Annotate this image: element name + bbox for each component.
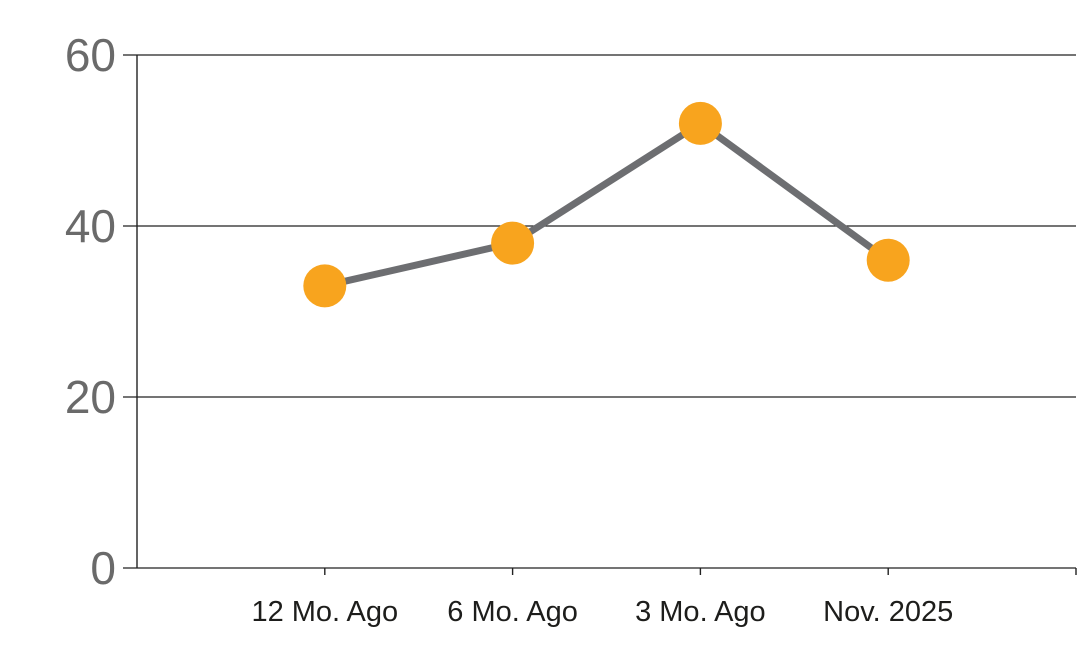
y-tick-label-0: 0 [90,542,116,594]
trend-line [324,119,891,290]
y-tick-label-20: 20 [65,371,116,423]
data-point-2 [678,101,722,145]
data-point-3 [866,238,910,282]
x-tick-label-0: 12 Mo. Ago [251,596,398,628]
y-tick-label-60: 60 [65,29,116,81]
x-tick-label-3: Nov. 2025 [823,596,953,628]
y-tick-label-40: 40 [65,200,116,252]
x-tick-label-1: 6 Mo. Ago [447,596,578,628]
data-point-1 [491,221,535,265]
data-point-0 [303,264,347,308]
gridlines [123,54,1076,569]
x-tick-label-2: 3 Mo. Ago [635,596,766,628]
axis-labels: 0 20 40 60 12 Mo. Ago 6 Mo. Ago 3 Mo. Ago Nov. … [65,29,953,628]
axes [136,55,1077,575]
data-series [303,101,910,308]
